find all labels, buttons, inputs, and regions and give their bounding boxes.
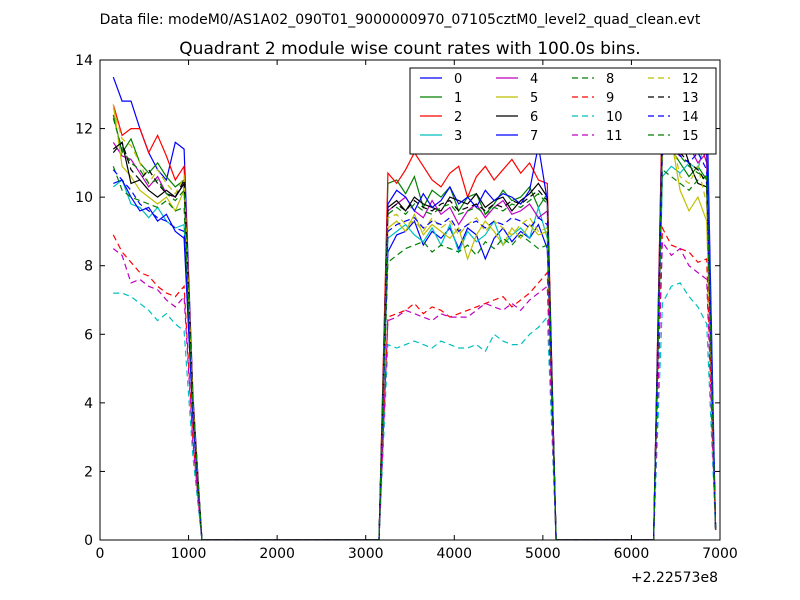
legend-box bbox=[409, 67, 717, 155]
legend-label-0: 0 bbox=[454, 72, 462, 87]
legend-label-13: 13 bbox=[682, 91, 699, 106]
legend-label-10: 10 bbox=[606, 110, 623, 125]
series-line-6 bbox=[112, 127, 717, 540]
legend-label-4: 4 bbox=[530, 72, 538, 87]
legend-label-1: 1 bbox=[454, 91, 462, 106]
legend-label-7: 7 bbox=[530, 129, 538, 144]
x-tick-label: 3000 bbox=[348, 546, 384, 562]
x-axis-offset-label: +2.22573e8 bbox=[631, 570, 718, 586]
series-line-14 bbox=[112, 141, 717, 540]
axes-frame bbox=[99, 59, 721, 541]
x-tick-label: 2000 bbox=[259, 546, 295, 562]
series-line-7 bbox=[113, 97, 717, 540]
x-tick-label: 4000 bbox=[436, 546, 472, 562]
legend-label-3: 3 bbox=[454, 129, 462, 144]
series-line-1 bbox=[112, 114, 717, 540]
series-line-0 bbox=[112, 76, 717, 540]
series-line-10 bbox=[113, 282, 717, 540]
chart-title: Quadrant 2 module wise count rates with … bbox=[179, 39, 640, 59]
y-tick-label: 6 bbox=[84, 327, 93, 343]
x-tick-label: 6000 bbox=[614, 546, 650, 562]
y-tick-label: 2 bbox=[84, 464, 93, 480]
chart-suptitle: Data file: modeM0/AS1A02_090T01_90000009… bbox=[100, 12, 701, 28]
y-tick-label: 10 bbox=[75, 190, 93, 206]
y-tick-label: 12 bbox=[75, 122, 93, 138]
series-line-15 bbox=[112, 118, 717, 540]
series-line-3 bbox=[112, 131, 717, 540]
legend-label-2: 2 bbox=[454, 110, 462, 125]
legend-label-14: 14 bbox=[682, 110, 699, 125]
y-tick-label: 14 bbox=[75, 53, 93, 69]
x-tick-label: 0 bbox=[96, 546, 105, 562]
legend-label-5: 5 bbox=[530, 91, 538, 106]
y-tick-label: 0 bbox=[84, 533, 93, 549]
legend-label-8: 8 bbox=[606, 72, 614, 87]
legend-label-11: 11 bbox=[606, 129, 623, 144]
y-tick-label: 8 bbox=[84, 259, 93, 275]
x-tick-label: 7000 bbox=[702, 546, 738, 562]
x-tick-label: 5000 bbox=[525, 546, 561, 562]
series-line-13 bbox=[112, 134, 717, 540]
legend-label-9: 9 bbox=[606, 91, 614, 106]
legend-label-15: 15 bbox=[682, 129, 699, 144]
series-line-5 bbox=[112, 104, 717, 540]
legend-label-6: 6 bbox=[530, 110, 538, 125]
y-tick-label: 4 bbox=[84, 396, 93, 412]
x-tick-label: 1000 bbox=[171, 546, 207, 562]
legend-label-12: 12 bbox=[682, 72, 699, 87]
